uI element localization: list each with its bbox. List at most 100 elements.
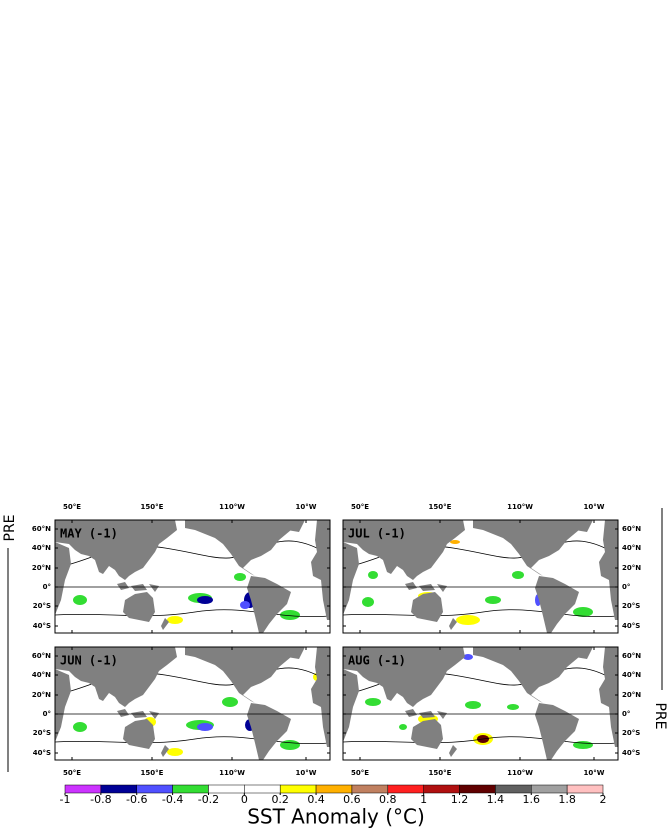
lon-label: 10°W (296, 769, 317, 777)
anomaly-patch (512, 571, 524, 579)
anomaly-patch (167, 748, 183, 756)
map-body (343, 647, 618, 760)
colorbar-tick-label: -0.4 (162, 793, 183, 806)
colorbar-tick-label: 1.2 (451, 793, 469, 806)
colorbar-tick-label: -1 (60, 793, 71, 806)
colorbar-swatch (459, 784, 496, 794)
colorbar-title: SST Anomaly (°C) (247, 805, 425, 829)
anomaly-patch (240, 601, 250, 609)
anomaly-patch (456, 615, 480, 625)
panel-frame (54, 646, 331, 761)
lat-label: 0° (622, 710, 630, 718)
colorbar-tick-label: 1.4 (487, 793, 505, 806)
contour-line (55, 609, 330, 618)
lat-label: 20°S (622, 729, 640, 737)
lon-label: 50°E (351, 503, 369, 511)
map-panel: AUG (-1) 50°E 150°E 110°W 10°W 60°N 40°N 20°N 0°… (342, 646, 641, 777)
lat-label: 40°S (622, 749, 640, 757)
colorbar-swatch (387, 784, 424, 794)
colorbar-tick-label: 0.6 (343, 793, 361, 806)
lat-label: 40°N (622, 671, 641, 679)
panel-label: JUL (-1) (348, 527, 406, 541)
anomaly-patch (365, 698, 381, 706)
lat-label: 40°S (33, 622, 51, 630)
colorbar-swatch (495, 784, 532, 794)
map-panel: JUL (-1) 50°E 150°E 110°W 10°W 60°N 40°N 20°N 0°… (342, 503, 641, 634)
lon-label: 110°W (507, 503, 533, 511)
anomaly-patch (197, 596, 213, 604)
lon-label: 150°E (141, 503, 164, 511)
anomaly-patch (507, 704, 519, 710)
colorbar-tick-label: -0.6 (126, 793, 147, 806)
colorbar-tick-label: 2 (600, 793, 607, 806)
lat-label: 20°S (33, 602, 51, 610)
contour-line (343, 736, 618, 745)
panel-label: AUG (-1) (348, 654, 406, 668)
lat-label: 40°S (33, 749, 51, 757)
lon-label: 150°E (429, 503, 452, 511)
anomaly-patch (234, 573, 246, 581)
lon-label: 110°W (507, 769, 533, 777)
lon-label: 110°W (219, 503, 245, 511)
panel-frame (342, 519, 619, 634)
panel-label: MAY (-1) (60, 527, 118, 541)
lon-label: 50°E (63, 503, 81, 511)
anomaly-patch (167, 616, 183, 624)
anomaly-patch (222, 697, 238, 707)
colorbar-swatch (136, 784, 173, 794)
side-label: PRE (2, 514, 18, 541)
lat-label: 60°N (622, 525, 641, 533)
panel-label: JUN (-1) (60, 654, 118, 668)
lon-label: 10°W (584, 769, 605, 777)
anomaly-patch (573, 607, 593, 617)
anomaly-patch (73, 595, 87, 605)
colorbar-tick-label: 0 (241, 793, 248, 806)
anomaly-patch (73, 722, 87, 732)
colorbar-tick-label: 1.6 (523, 793, 541, 806)
lon-label: 50°E (63, 769, 81, 777)
colorbar-swatch (566, 784, 604, 794)
colorbar-swatch (100, 784, 137, 794)
anomaly-patch (362, 597, 374, 607)
colorbar-tick-label: 1 (420, 793, 427, 806)
anomaly-patch (368, 571, 378, 579)
lat-label: 20°N (622, 691, 641, 699)
colorbar-swatch (64, 784, 102, 794)
contour-line (55, 736, 330, 745)
colorbar-swatch (423, 784, 460, 794)
lat-label: 0° (43, 583, 51, 591)
lat-label: 20°S (622, 602, 640, 610)
colorbar-tick-label: 0.8 (379, 793, 397, 806)
map-panel: JUN (-1) 50°E 150°E 110°W 10°W 60°N 40°N 20°N 0°… (32, 646, 331, 777)
panel-frame (342, 646, 619, 761)
lon-label: 10°W (584, 503, 605, 511)
lat-label: 60°N (32, 525, 51, 533)
lon-label: 150°E (141, 769, 164, 777)
colorbar-swatch (279, 784, 317, 794)
colorbar-tick-label: 0.2 (271, 793, 289, 806)
lat-label: 20°S (33, 729, 51, 737)
colorbar-swatch (351, 784, 389, 794)
lat-label: 60°N (622, 652, 641, 660)
map-panel: MAY (-1) 50°E 150°E 110°W 10°W 60°N 40°N 20°N 0°… (32, 503, 331, 634)
lon-label: 50°E (351, 769, 369, 777)
side-label: PRE (652, 702, 668, 729)
anomaly-patch (280, 740, 300, 750)
lat-label: 20°N (32, 564, 51, 572)
anomaly-patch (465, 701, 481, 709)
map-body (55, 520, 330, 633)
lat-label: 20°N (32, 691, 51, 699)
lat-label: 40°N (32, 544, 51, 552)
lat-label: 0° (43, 710, 51, 718)
lon-label: 10°W (296, 503, 317, 511)
anomaly-patch (463, 654, 473, 660)
panel-frame (54, 519, 331, 634)
lat-label: 40°S (622, 622, 640, 630)
colorbar-swatch (172, 784, 209, 794)
contour-line (343, 609, 618, 618)
colorbar-swatch (531, 784, 568, 794)
anomaly-patch (485, 596, 501, 604)
